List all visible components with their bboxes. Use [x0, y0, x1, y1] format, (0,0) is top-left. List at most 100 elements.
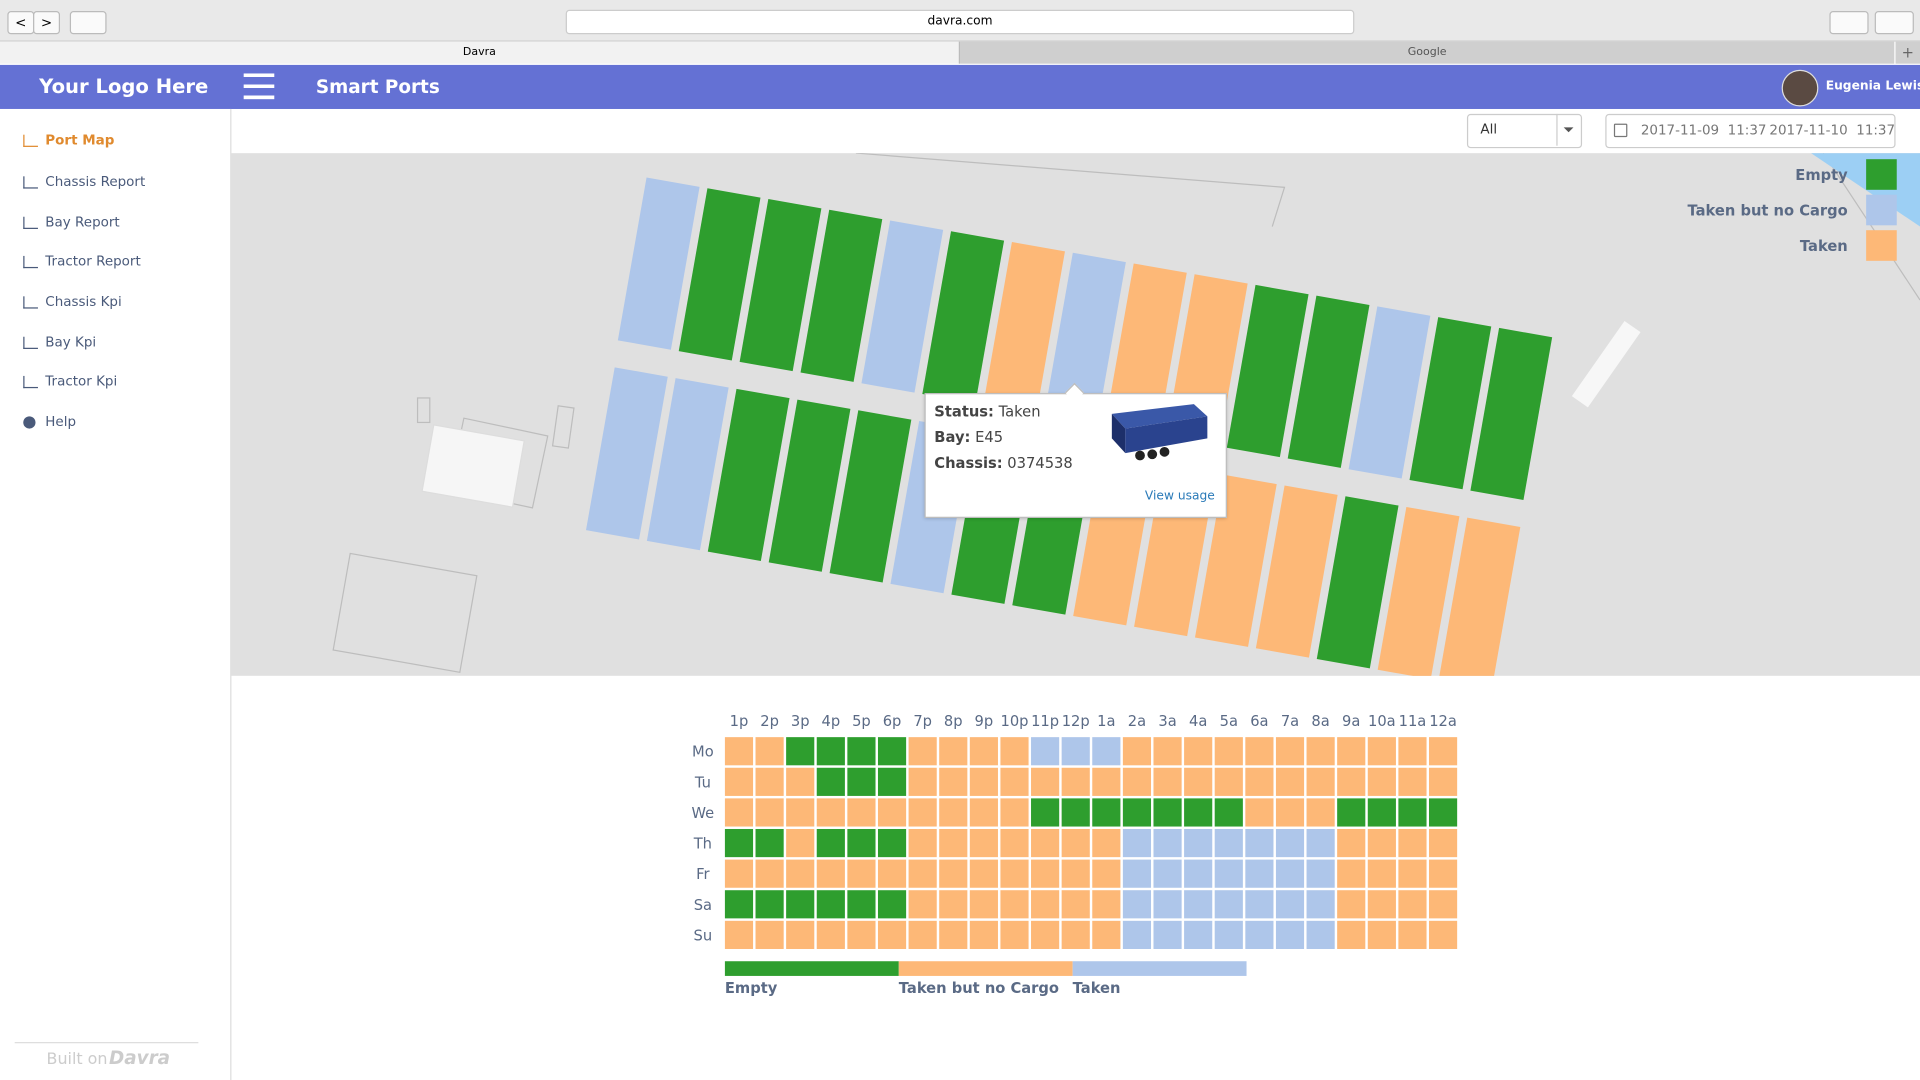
heat-cell	[908, 920, 937, 949]
legend-label: Taken but no Cargo	[899, 980, 1059, 997]
heat-cell	[908, 737, 937, 766]
menu-item[interactable]: Tractor Report	[45, 253, 141, 270]
heat-cell	[816, 798, 845, 827]
hour-label: 12p	[1062, 713, 1090, 730]
day-label: Sa	[694, 897, 712, 914]
heat-cell	[1214, 828, 1243, 858]
logo: Your Logo Here	[39, 74, 209, 98]
heat-cell	[969, 890, 998, 919]
heat-cell	[847, 920, 876, 949]
sidebar-toggle[interactable]	[69, 11, 107, 35]
back[interactable]: <	[7, 11, 35, 35]
map-legend: Empty Taken but no Cargo Taken	[1688, 159, 1897, 261]
share[interactable]	[1829, 11, 1869, 35]
legend-bar	[898, 961, 1073, 976]
heat-cell	[969, 767, 998, 796]
heat-cell	[1184, 859, 1213, 888]
heat-cell	[816, 828, 845, 858]
bay	[1255, 485, 1338, 658]
hour-label: 9p	[975, 713, 994, 730]
menu-item[interactable]: Tractor Kpi	[45, 373, 118, 390]
avatar[interactable]	[1781, 69, 1819, 107]
menu-item[interactable]: Bay Report	[45, 214, 120, 231]
view-usage[interactable]: View usage	[1144, 489, 1215, 504]
heat-cell	[1000, 767, 1029, 796]
bay	[922, 231, 1005, 404]
heat-cell	[1214, 920, 1243, 949]
heat-cell	[1275, 798, 1305, 827]
built-on: Built on	[46, 1050, 108, 1069]
legend-bar	[724, 961, 899, 976]
heat-cell	[1245, 890, 1274, 919]
heat-cell	[1184, 920, 1213, 949]
bay	[707, 388, 790, 561]
app-title: Smart Ports	[315, 75, 440, 98]
bay	[861, 220, 944, 393]
heat-cell	[1031, 767, 1060, 796]
heat-cell	[1275, 737, 1305, 766]
heat-cell	[1428, 920, 1458, 949]
menu-item[interactable]: Chassis Report	[45, 173, 146, 190]
heat-cell	[1214, 767, 1243, 796]
hour-label: 1a	[1097, 713, 1115, 730]
heat-cell	[1428, 767, 1458, 796]
menu-item[interactable]: Chassis Kpi	[45, 293, 122, 310]
select[interactable]	[1466, 113, 1583, 149]
forward[interactable]: >	[33, 11, 61, 35]
hour-label: 6a	[1250, 713, 1268, 730]
url-bar[interactable]: davra.com	[565, 9, 1355, 35]
select-caret	[1556, 113, 1558, 146]
heat-cell	[939, 890, 968, 919]
hour-label: 10p	[1000, 713, 1028, 730]
date-range[interactable]	[1605, 113, 1896, 149]
heat-cell	[1367, 737, 1396, 766]
heat-cell	[816, 737, 845, 766]
menu-item[interactable]: Help	[45, 413, 77, 430]
hour-label: 7p	[913, 713, 932, 730]
heat-cell	[1398, 828, 1427, 858]
heat-cell	[786, 859, 815, 888]
label: Chassis:	[934, 454, 1003, 472]
user-name[interactable]: Eugenia Lewis	[1825, 79, 1920, 94]
heat-cell	[1367, 798, 1396, 827]
heat-cell	[969, 737, 998, 766]
menu-item[interactable]: Bay Kpi	[45, 334, 97, 351]
heat-cell	[1092, 798, 1121, 827]
hour-label: 7a	[1281, 713, 1299, 730]
heat-cell	[1184, 798, 1213, 827]
new-tab[interactable]: +	[1895, 41, 1920, 64]
heat-cell	[1184, 828, 1213, 858]
tab[interactable]: Davra	[0, 41, 961, 64]
tab[interactable]: Google	[960, 41, 1895, 64]
sidebar-divider	[14, 1042, 199, 1044]
hour-label: 5a	[1220, 713, 1238, 730]
bay	[1194, 474, 1277, 647]
menu-item[interactable]: Port Map	[45, 132, 115, 149]
heat-cell	[1153, 890, 1182, 919]
heat-cell	[786, 767, 815, 796]
bay	[768, 399, 851, 572]
heat-cell	[816, 890, 845, 919]
value: 0374538	[1007, 454, 1073, 472]
legend-label: Empty	[725, 980, 778, 997]
heat-cell	[847, 737, 876, 766]
heat-cell	[969, 828, 998, 858]
heat-cell	[1061, 737, 1090, 766]
heat-cell	[1275, 890, 1305, 919]
heat-cell	[877, 920, 907, 949]
legend-bar	[1072, 961, 1247, 976]
bay	[646, 378, 729, 551]
label: Bay:	[934, 428, 971, 446]
day-label: We	[692, 805, 715, 822]
heat-cell	[1245, 798, 1274, 827]
tabs-btn[interactable]	[1874, 11, 1914, 35]
heat-cell	[816, 767, 845, 796]
heat-cell	[1367, 767, 1396, 796]
tooltip-line: Chassis: 0374538	[934, 454, 1072, 471]
menu[interactable]	[243, 73, 275, 100]
bay	[1470, 327, 1553, 501]
calendar-icon	[1613, 123, 1628, 138]
heat-cell	[1000, 890, 1029, 919]
heat-cell	[1275, 828, 1305, 858]
